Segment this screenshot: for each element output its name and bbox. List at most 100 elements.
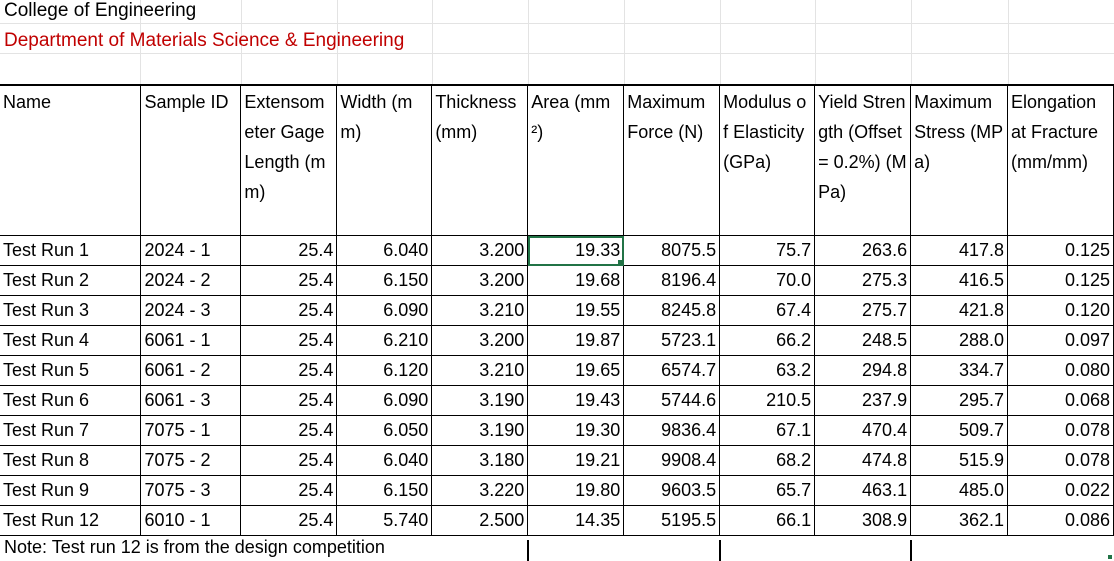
value-cell[interactable]: 9836.4	[623, 415, 721, 446]
sample-id-cell[interactable]: 7075 - 3	[140, 475, 242, 506]
column-header[interactable]: Sample ID	[140, 84, 242, 236]
run-name-cell[interactable]: Test Run 1	[0, 235, 142, 266]
value-cell[interactable]: 417.8	[910, 235, 1009, 266]
run-name-cell[interactable]: Test Run 2	[0, 265, 142, 296]
value-cell[interactable]: 210.5	[719, 385, 816, 416]
value-cell[interactable]: 6.090	[336, 385, 433, 416]
run-name-cell[interactable]: Test Run 5	[0, 355, 142, 386]
value-cell[interactable]: 334.7	[910, 355, 1009, 386]
value-cell[interactable]: 0.125	[1007, 235, 1114, 266]
value-cell[interactable]: 6.120	[336, 355, 433, 386]
sample-id-cell[interactable]: 6061 - 2	[140, 355, 242, 386]
run-name-cell[interactable]: Test Run 9	[0, 475, 142, 506]
value-cell[interactable]: 362.1	[910, 505, 1009, 536]
value-cell[interactable]: 65.7	[719, 475, 816, 506]
value-cell[interactable]: 5723.1	[623, 325, 721, 356]
value-cell[interactable]: 19.55	[527, 295, 625, 326]
value-cell[interactable]: 66.2	[719, 325, 816, 356]
column-header[interactable]: Maximum Force (N)	[623, 84, 721, 236]
value-cell[interactable]: 19.30	[527, 415, 625, 446]
value-cell[interactable]: 19.43	[527, 385, 625, 416]
value-cell[interactable]: 6.210	[336, 325, 433, 356]
footnote[interactable]: Note: Test run 12 is from the design com…	[4, 537, 385, 557]
value-cell[interactable]: 248.5	[814, 325, 912, 356]
sample-id-cell[interactable]: 6010 - 1	[140, 505, 242, 536]
value-cell[interactable]: 0.097	[1007, 325, 1114, 356]
sample-id-cell[interactable]: 2024 - 2	[140, 265, 242, 296]
value-cell[interactable]: 237.9	[814, 385, 912, 416]
value-cell[interactable]: 275.3	[814, 265, 912, 296]
selected-cell[interactable]: 19.33	[527, 235, 625, 266]
value-cell[interactable]: 0.125	[1007, 265, 1114, 296]
value-cell[interactable]: 25.4	[240, 415, 338, 446]
college-title[interactable]: College of Engineering	[4, 0, 197, 21]
value-cell[interactable]: 68.2	[719, 445, 816, 476]
value-cell[interactable]: 25.4	[240, 295, 338, 326]
column-header[interactable]: Thickness (mm)	[431, 84, 529, 236]
value-cell[interactable]: 0.078	[1007, 415, 1114, 446]
run-name-cell[interactable]: Test Run 3	[0, 295, 142, 326]
value-cell[interactable]: 66.1	[719, 505, 816, 536]
value-cell[interactable]: 6.090	[336, 295, 433, 326]
value-cell[interactable]: 294.8	[814, 355, 912, 386]
sample-id-cell[interactable]: 6061 - 1	[140, 325, 242, 356]
value-cell[interactable]: 25.4	[240, 505, 338, 536]
value-cell[interactable]: 3.200	[431, 265, 529, 296]
value-cell[interactable]: 19.80	[527, 475, 625, 506]
value-cell[interactable]: 3.210	[431, 355, 529, 386]
value-cell[interactable]: 3.220	[431, 475, 529, 506]
value-cell[interactable]: 25.4	[240, 235, 338, 266]
value-cell[interactable]: 9908.4	[623, 445, 721, 476]
value-cell[interactable]: 275.7	[814, 295, 912, 326]
value-cell[interactable]: 6.050	[336, 415, 433, 446]
value-cell[interactable]: 6.150	[336, 475, 433, 506]
column-header[interactable]: Yield Strength (Offset = 0.2%) (MPa)	[814, 84, 912, 236]
sample-id-cell[interactable]: 6061 - 3	[140, 385, 242, 416]
value-cell[interactable]: 2.500	[431, 505, 529, 536]
value-cell[interactable]: 509.7	[910, 415, 1009, 446]
value-cell[interactable]: 263.6	[814, 235, 912, 266]
value-cell[interactable]: 67.4	[719, 295, 816, 326]
value-cell[interactable]: 3.200	[431, 325, 529, 356]
value-cell[interactable]: 6574.7	[623, 355, 721, 386]
value-cell[interactable]: 0.068	[1007, 385, 1114, 416]
value-cell[interactable]: 515.9	[910, 445, 1009, 476]
value-cell[interactable]: 5744.6	[623, 385, 721, 416]
value-cell[interactable]: 19.68	[527, 265, 625, 296]
value-cell[interactable]: 25.4	[240, 265, 338, 296]
value-cell[interactable]: 9603.5	[623, 475, 721, 506]
value-cell[interactable]: 0.086	[1007, 505, 1114, 536]
value-cell[interactable]: 3.180	[431, 445, 529, 476]
value-cell[interactable]: 288.0	[910, 325, 1009, 356]
value-cell[interactable]: 75.7	[719, 235, 816, 266]
department-title[interactable]: Department of Materials Science & Engine…	[4, 30, 405, 51]
sample-id-cell[interactable]: 7075 - 1	[140, 415, 242, 446]
value-cell[interactable]: 5195.5	[623, 505, 721, 536]
value-cell[interactable]: 67.1	[719, 415, 816, 446]
value-cell[interactable]: 0.022	[1007, 475, 1114, 506]
value-cell[interactable]: 19.65	[527, 355, 625, 386]
value-cell[interactable]: 470.4	[814, 415, 912, 446]
value-cell[interactable]: 25.4	[240, 355, 338, 386]
value-cell[interactable]: 19.87	[527, 325, 625, 356]
value-cell[interactable]: 0.078	[1007, 445, 1114, 476]
value-cell[interactable]: 416.5	[910, 265, 1009, 296]
column-header[interactable]: Elongation at Fracture (mm/mm)	[1007, 84, 1114, 236]
value-cell[interactable]: 8245.8	[623, 295, 721, 326]
value-cell[interactable]: 14.35	[527, 505, 625, 536]
value-cell[interactable]: 6.040	[336, 445, 433, 476]
run-name-cell[interactable]: Test Run 12	[0, 505, 142, 536]
value-cell[interactable]: 421.8	[910, 295, 1009, 326]
value-cell[interactable]: 6.040	[336, 235, 433, 266]
value-cell[interactable]: 19.21	[527, 445, 625, 476]
value-cell[interactable]: 25.4	[240, 325, 338, 356]
value-cell[interactable]: 485.0	[910, 475, 1009, 506]
column-header[interactable]: Extensometer Gage Length (mm)	[240, 84, 338, 236]
column-header[interactable]: Width (mm)	[336, 84, 433, 236]
sample-id-cell[interactable]: 7075 - 2	[140, 445, 242, 476]
value-cell[interactable]: 0.080	[1007, 355, 1114, 386]
value-cell[interactable]: 463.1	[814, 475, 912, 506]
value-cell[interactable]: 0.120	[1007, 295, 1114, 326]
run-name-cell[interactable]: Test Run 8	[0, 445, 142, 476]
value-cell[interactable]: 8196.4	[623, 265, 721, 296]
